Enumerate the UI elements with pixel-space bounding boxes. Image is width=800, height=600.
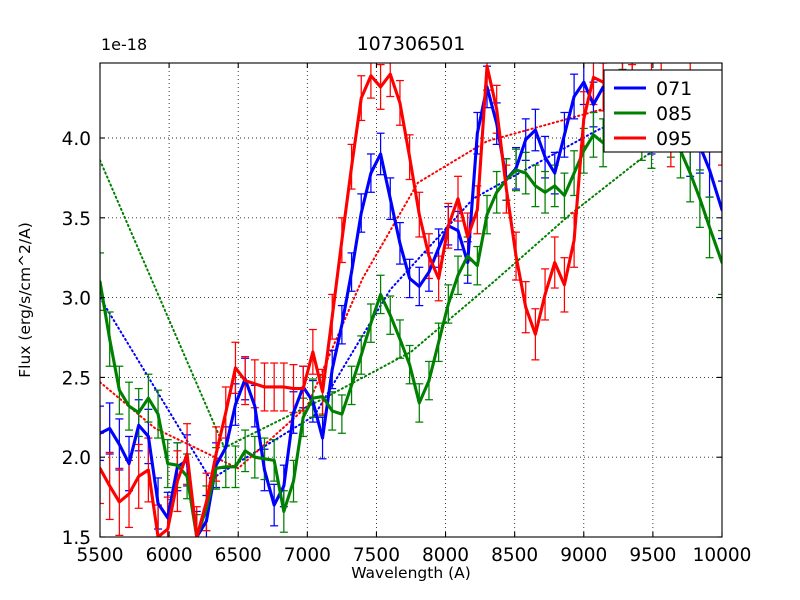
x-tick-label: 10000 xyxy=(693,545,752,566)
x-tick-label: 6500 xyxy=(215,545,262,566)
legend[interactable]: 071 085 095 xyxy=(603,69,723,153)
y-tick-label: 3.0 xyxy=(62,289,91,310)
x-axis-label: Wavelength (A) xyxy=(351,564,471,582)
y-tick-label: 2.0 xyxy=(62,448,91,469)
x-tick-label: 7000 xyxy=(284,545,331,566)
x-tick-label: 8000 xyxy=(422,545,469,566)
legend-entry-085[interactable]: 085 xyxy=(614,103,692,125)
x-tick-label: 6000 xyxy=(146,545,193,566)
fit-line-085-fit xyxy=(100,105,722,449)
x-tick-label: 7500 xyxy=(353,545,400,566)
x-tick-label: 9000 xyxy=(560,545,607,566)
x-tick-label: 5500 xyxy=(76,545,123,566)
y-tick-label: 2.5 xyxy=(62,368,91,389)
x-tick-label: 9500 xyxy=(629,545,676,566)
plot-title: 107306501 xyxy=(357,33,466,55)
legend-label-085: 085 xyxy=(656,103,692,125)
y-offset-label: 1e-18 xyxy=(101,35,147,54)
grid-lines xyxy=(100,63,722,537)
y-axis-label: Flux (erg/s/cm^2/A) xyxy=(16,222,34,378)
x-tick-label: 8500 xyxy=(491,545,538,566)
axes-frame xyxy=(99,62,723,538)
axis-ticks: 5500 6000 6500 7000 7500 8000 8500 9000 9500 1000… xyxy=(62,63,752,566)
legend-entry-071[interactable]: 071 xyxy=(614,78,692,100)
y-tick-label: 4.0 xyxy=(62,129,91,150)
legend-entry-095[interactable]: 095 xyxy=(614,128,692,150)
y-tick-label: 3.5 xyxy=(62,209,91,230)
y-tick-label: 1.5 xyxy=(62,528,91,549)
legend-label-071: 071 xyxy=(656,78,692,100)
legend-label-095: 095 xyxy=(656,128,692,150)
